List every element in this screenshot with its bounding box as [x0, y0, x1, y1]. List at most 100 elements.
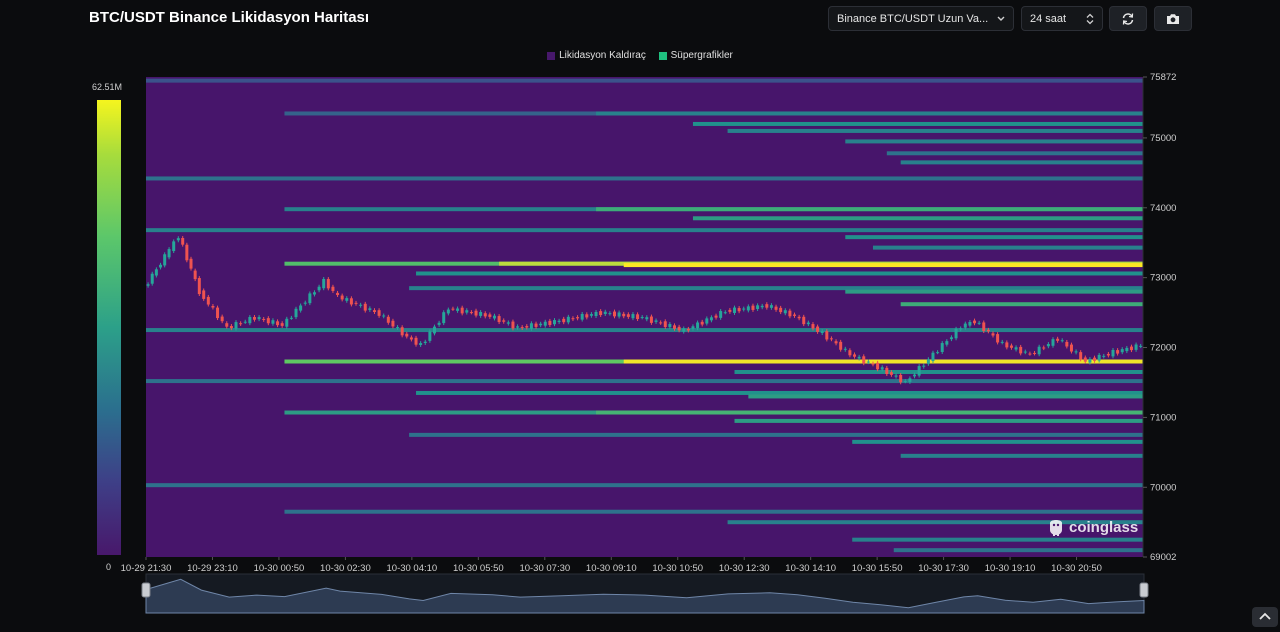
liquidation-band — [409, 432, 1143, 437]
chart-legend: Likidasyon Kaldıraç Süpergrafikler — [0, 50, 1280, 63]
price-candle — [150, 271, 154, 286]
price-candle — [189, 256, 193, 271]
y-tick-label: 74000 — [1150, 203, 1176, 214]
price-candle — [451, 306, 455, 311]
y-tick-label: 73000 — [1150, 273, 1176, 284]
price-candle — [903, 379, 907, 384]
price-candle — [202, 288, 206, 301]
liquidation-band — [734, 418, 1143, 423]
legend-item-supercharts[interactable]: Süpergrafikler — [658, 50, 733, 61]
price-candle — [409, 335, 413, 342]
price-candle — [885, 365, 889, 376]
liquidation-band — [146, 328, 1143, 333]
color-scale-max: 62.51M — [92, 82, 123, 92]
price-candle — [239, 321, 243, 326]
price-candle — [769, 303, 773, 310]
price-candle — [414, 335, 418, 347]
liquidation-band — [623, 359, 1143, 364]
price-candle — [1023, 349, 1027, 355]
price-candle — [488, 312, 492, 319]
price-candle — [1120, 347, 1124, 355]
price-candle — [520, 325, 524, 331]
price-candle — [336, 290, 340, 298]
price-candle — [172, 239, 176, 254]
legend-swatch — [547, 51, 556, 60]
price-candle — [709, 315, 713, 323]
y-tick-label: 75000 — [1150, 133, 1176, 144]
price-candle — [419, 341, 423, 347]
liquidation-band — [900, 302, 1143, 307]
price-candle — [289, 315, 293, 320]
refresh-button[interactable] — [1109, 6, 1147, 31]
liquidation-band — [596, 111, 1143, 116]
price-candle — [326, 277, 330, 291]
price-candle — [986, 327, 990, 334]
price-candle — [760, 303, 764, 310]
screenshot-button[interactable] — [1154, 6, 1192, 31]
price-candle — [797, 314, 801, 321]
price-candle — [181, 236, 185, 247]
price-candle — [640, 315, 644, 320]
price-candle — [363, 301, 367, 313]
liquidation-band — [748, 394, 1143, 399]
price-candle — [996, 332, 1000, 345]
liquidation-band — [284, 509, 1143, 514]
price-candle — [312, 290, 316, 297]
price-candle — [216, 305, 220, 321]
price-candle — [386, 314, 390, 325]
scroll-top-button[interactable] — [1252, 607, 1278, 627]
price-candle — [303, 300, 307, 306]
price-candle — [234, 320, 238, 331]
price-candle — [511, 319, 515, 331]
liquidation-band — [146, 483, 1143, 488]
price-candle — [534, 321, 538, 329]
pair-select[interactable]: Binance BTC/USDT Uzun Va... — [828, 6, 1014, 31]
price-candle — [539, 321, 543, 328]
price-candle — [1009, 343, 1013, 350]
price-candle — [645, 315, 649, 322]
price-candle — [839, 339, 843, 352]
price-candle — [940, 341, 944, 354]
price-candle — [1093, 355, 1097, 363]
price-candle — [220, 314, 224, 324]
liquidation-band — [893, 548, 1143, 553]
legend-item-liquidation[interactable]: Likidasyon Kaldıraç — [547, 50, 646, 61]
liquidation-band — [734, 369, 1143, 374]
price-candle — [354, 300, 358, 306]
liquidation-band — [852, 439, 1143, 444]
price-candle — [552, 318, 556, 327]
x-tick-label: 10-30 19:10 — [985, 563, 1036, 574]
price-candle — [1065, 339, 1069, 349]
price-candle — [608, 311, 612, 316]
price-candle — [594, 310, 598, 318]
liquidation-band — [596, 207, 1143, 212]
price-candle — [779, 305, 783, 315]
price-candle — [1069, 342, 1073, 354]
price-candle — [991, 331, 995, 338]
price-candle — [853, 352, 857, 359]
price-candle — [197, 276, 201, 297]
price-candle — [1046, 342, 1050, 349]
coinglass-logo-icon — [1050, 520, 1062, 536]
price-candle — [391, 318, 395, 329]
refresh-icon — [1121, 12, 1135, 26]
price-candle — [603, 309, 607, 316]
price-candle — [829, 336, 833, 342]
price-candle — [599, 309, 603, 317]
price-candle — [936, 350, 940, 355]
price-candle — [1028, 351, 1032, 356]
x-tick-label: 10-30 12:30 — [719, 563, 770, 574]
price-candle — [866, 359, 870, 365]
price-candle — [243, 319, 247, 324]
price-candle — [926, 357, 930, 366]
price-candle — [1125, 345, 1129, 354]
price-candle — [442, 310, 446, 326]
price-candle — [576, 315, 580, 321]
price-candle — [668, 322, 672, 330]
price-candle — [331, 284, 335, 293]
range-select[interactable]: 24 saat — [1021, 6, 1103, 31]
price-candle — [774, 304, 778, 312]
price-candle — [816, 324, 820, 334]
y-tick-label: 70000 — [1150, 482, 1176, 493]
